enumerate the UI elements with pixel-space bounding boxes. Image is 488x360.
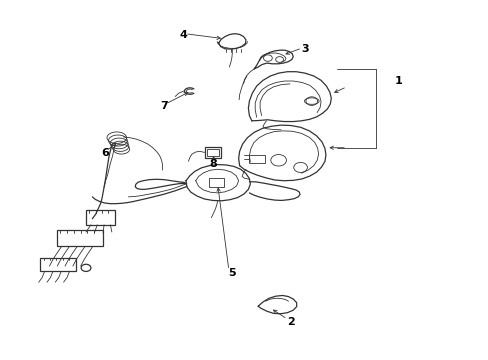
Text: 3: 3 (301, 44, 308, 54)
Bar (40, 258, 76, 271)
Text: 5: 5 (228, 268, 236, 278)
Bar (86, 211, 115, 225)
Text: 4: 4 (179, 30, 187, 40)
Text: 7: 7 (160, 102, 167, 112)
Text: 2: 2 (286, 317, 294, 327)
Text: 8: 8 (208, 159, 216, 169)
Bar (206, 149, 218, 156)
Text: 1: 1 (393, 76, 401, 86)
Bar (204, 147, 221, 158)
Bar (249, 155, 264, 163)
Text: 6: 6 (102, 148, 109, 158)
Bar (209, 178, 224, 187)
Bar (57, 230, 103, 246)
